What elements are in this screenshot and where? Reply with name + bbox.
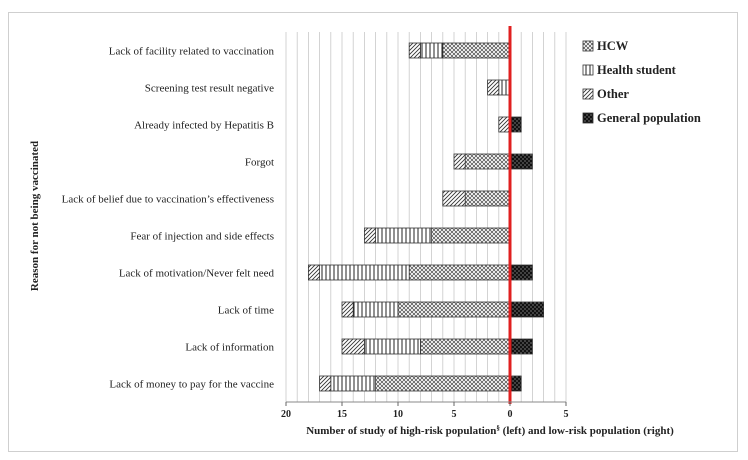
bar-general-population <box>509 301 544 318</box>
y-axis-title: Reason for not being vaccinated <box>29 141 41 291</box>
category-label: Fear of injection and side effects <box>130 231 274 243</box>
bar-hcw <box>464 153 511 170</box>
bar-hcw <box>464 190 511 207</box>
bar-health-student <box>498 79 511 96</box>
legend-swatch <box>582 40 594 52</box>
legend: HCW Health student Other General population <box>582 39 701 125</box>
x-axis-title-main: Number of study of high-risk population <box>306 425 496 437</box>
category-label: Lack of motivation/Never felt need <box>119 268 275 280</box>
legend-label: HCW <box>597 39 629 53</box>
category-label: Lack of time <box>218 305 274 317</box>
bar-health-student <box>363 338 421 355</box>
category-label: Lack of money to pay for the vaccine <box>109 379 274 391</box>
bar-general-population <box>509 338 533 355</box>
bar-other <box>319 375 332 392</box>
x-tick-label: 10 <box>393 409 403 420</box>
bar-other <box>341 301 354 318</box>
bar-hcw <box>375 375 511 392</box>
bar-hcw <box>442 42 511 59</box>
legend-label: General population <box>597 111 701 125</box>
bar-health-student <box>330 375 376 392</box>
x-tick-label: 5 <box>564 409 569 420</box>
x-axis-title-sup: § <box>496 424 500 432</box>
bar-general-population <box>509 116 522 133</box>
category-label: Lack of belief due to vaccination’s effe… <box>62 194 274 206</box>
legend-label: Health student <box>597 63 677 77</box>
bar-hcw <box>431 227 511 244</box>
bar-hcw <box>397 301 511 318</box>
axis: 20 15 10 5 0 5 <box>281 401 569 420</box>
x-tick-label: 20 <box>281 409 291 420</box>
x-axis-title: Number of study of high-risk population§… <box>306 424 674 437</box>
bar-other <box>487 79 500 96</box>
category-label: Lack of information <box>185 342 274 354</box>
bar-health-student <box>319 264 410 281</box>
category-label: Lack of facility related to vaccination <box>109 46 275 58</box>
x-axis-title-rest: (left) and low-risk population (right) <box>500 425 674 437</box>
bar-general-population <box>509 375 522 392</box>
chart-frame <box>8 12 738 452</box>
bar-health-student <box>419 42 444 59</box>
x-tick-label: 15 <box>337 409 347 420</box>
category-labels: Lack of facility related to vaccination S… <box>62 46 275 391</box>
bar-other <box>341 338 365 355</box>
legend-swatch <box>582 64 594 76</box>
category-label: Already infected by Hepatitis B <box>134 120 274 132</box>
bar-other <box>363 227 376 244</box>
legend-swatch <box>582 112 594 124</box>
bar-health-student <box>375 227 433 244</box>
category-label: Forgot <box>245 157 274 169</box>
bar-hcw <box>419 338 511 355</box>
bar-hcw <box>408 264 511 281</box>
bar-other <box>498 116 511 133</box>
bar-health-student <box>352 301 399 318</box>
bar-other <box>453 153 466 170</box>
legend-swatch <box>582 88 594 100</box>
bar-other <box>408 42 421 59</box>
bars <box>307 42 544 392</box>
x-tick-label: 5 <box>452 409 457 420</box>
legend-label: Other <box>597 87 629 101</box>
bar-other <box>307 264 320 281</box>
bar-general-population <box>509 264 533 281</box>
category-label: Screening test result negative <box>145 83 274 95</box>
bar-general-population <box>509 153 533 170</box>
bar-other <box>442 190 466 207</box>
x-tick-label: 0 <box>508 409 513 420</box>
